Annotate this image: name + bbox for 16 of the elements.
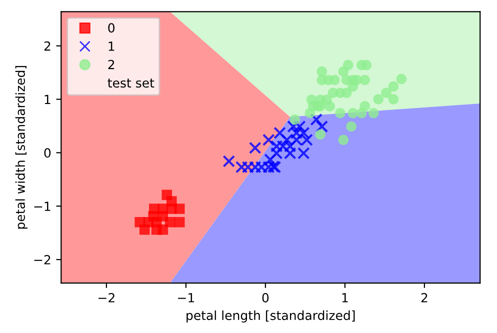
x-tick-label: −1	[178, 293, 194, 302]
legend-label: 1	[108, 42, 114, 51]
y-tick-label: 0	[44, 148, 51, 158]
y-tick-label: −2	[34, 255, 50, 264]
y-tick-label: 1	[44, 94, 50, 104]
x-tick-label: 0	[262, 292, 269, 302]
y-tick-label: −1	[34, 202, 50, 211]
x-axis-title: petal length [standardized]	[186, 310, 355, 323]
x-tick-label: 2	[421, 292, 428, 302]
x-tick-label: 1	[342, 293, 348, 302]
legend-label: 2	[108, 60, 114, 70]
x-tick-label: −2	[98, 292, 114, 302]
legend-label: test set	[108, 78, 154, 88]
y-tick-label: 2	[44, 41, 50, 51]
y-axis-title: petal width [standardized]	[15, 66, 28, 229]
legend-label: 0	[108, 23, 115, 33]
